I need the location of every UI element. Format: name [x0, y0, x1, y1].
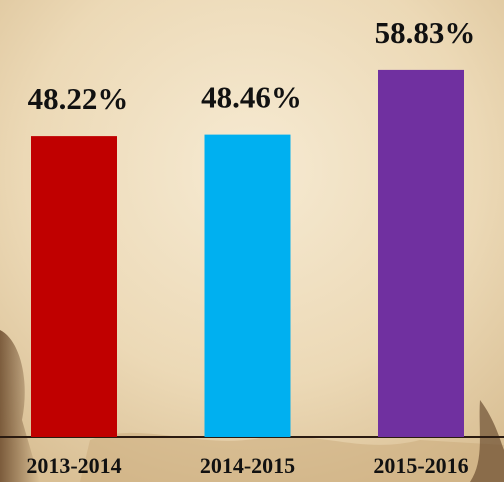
bar [204, 134, 291, 437]
x-tick-label: 2014-2015 [200, 453, 295, 478]
x-tick-label: 2013-2014 [26, 453, 121, 478]
data-label: 48.22% [28, 81, 129, 116]
background-texture [80, 432, 504, 482]
data-label: 58.83% [375, 15, 476, 50]
background-texture [470, 400, 504, 482]
bar [31, 136, 117, 438]
plot: 48.22% 2013-2014 48.46% 2014-2015 58.83% 2015… [26, 15, 475, 478]
bar [378, 69, 464, 437]
x-tick-label: 2015-2016 [373, 453, 468, 478]
background-texture [0, 330, 40, 482]
data-label: 48.46% [201, 80, 302, 115]
